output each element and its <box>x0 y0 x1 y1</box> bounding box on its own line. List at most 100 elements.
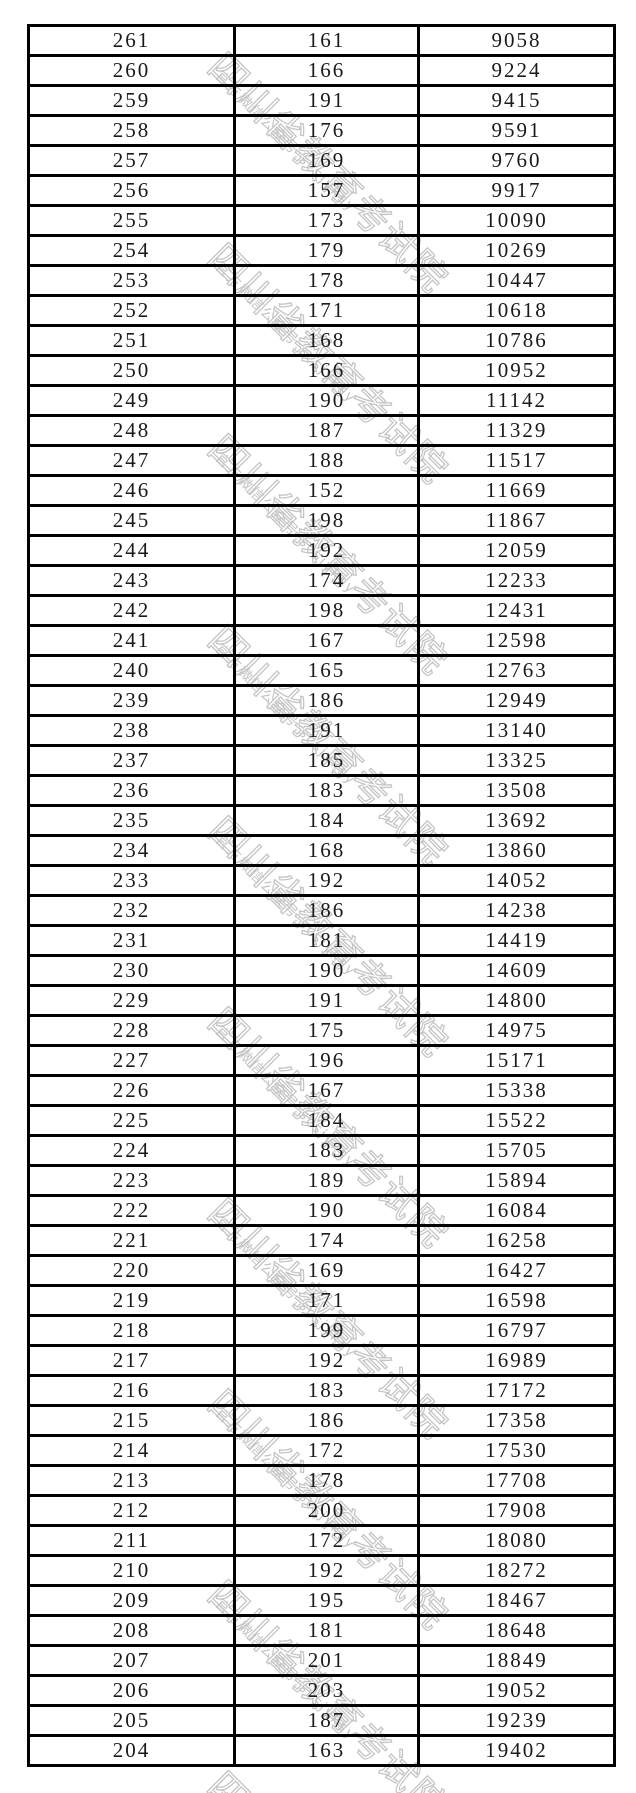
score-cell: 16258 <box>417 1224 616 1257</box>
score-cell: 10447 <box>417 264 616 297</box>
score-cell: 10090 <box>417 204 616 237</box>
score-row: 235 184 13692 <box>27 804 616 837</box>
score-row: 207 201 18849 <box>27 1644 616 1677</box>
score-cell: 157 <box>233 174 420 207</box>
score-cell: 163 <box>233 1734 420 1767</box>
score-cell: 17530 <box>417 1434 616 1467</box>
score-cell: 219 <box>27 1284 236 1317</box>
score-cell: 210 <box>27 1554 236 1587</box>
score-cell: 12949 <box>417 684 616 717</box>
score-cell: 248 <box>27 414 236 447</box>
score-cell: 11517 <box>417 444 616 477</box>
score-cell: 261 <box>27 24 236 57</box>
score-cell: 189 <box>233 1164 420 1197</box>
score-cell: 17358 <box>417 1404 616 1437</box>
score-cell: 216 <box>27 1374 236 1407</box>
score-cell: 9224 <box>417 54 616 87</box>
score-cell: 238 <box>27 714 236 747</box>
score-cell: 168 <box>233 324 420 357</box>
score-cell: 14800 <box>417 984 616 1017</box>
score-row: 224 183 15705 <box>27 1134 616 1167</box>
score-cell: 235 <box>27 804 236 837</box>
score-cell: 191 <box>233 714 420 747</box>
score-cell: 192 <box>233 864 420 897</box>
score-cell: 188 <box>233 444 420 477</box>
score-row: 241 167 12598 <box>27 624 616 657</box>
score-cell: 192 <box>233 1344 420 1377</box>
score-row: 206 203 19052 <box>27 1674 616 1707</box>
score-cell: 15338 <box>417 1074 616 1107</box>
score-cell: 178 <box>233 1464 420 1497</box>
score-cell: 258 <box>27 114 236 147</box>
score-row: 217 192 16989 <box>27 1344 616 1377</box>
score-cell: 19239 <box>417 1704 616 1737</box>
score-cell: 185 <box>233 744 420 777</box>
score-cell: 12431 <box>417 594 616 627</box>
score-row: 256 157 9917 <box>27 174 616 207</box>
score-cell: 16427 <box>417 1254 616 1287</box>
score-row: 251 168 10786 <box>27 324 616 357</box>
score-cell: 234 <box>27 834 236 867</box>
score-table-body: 261 161 9058 260 166 9224 259 191 9415 258 176 9591… <box>27 24 616 1767</box>
score-cell: 19052 <box>417 1674 616 1707</box>
score-cell: 14052 <box>417 864 616 897</box>
score-cell: 198 <box>233 504 420 537</box>
score-cell: 209 <box>27 1584 236 1617</box>
score-cell: 226 <box>27 1074 236 1107</box>
score-row: 238 191 13140 <box>27 714 616 747</box>
score-row: 249 190 11142 <box>27 384 616 417</box>
score-cell: 190 <box>233 384 420 417</box>
score-cell: 223 <box>27 1164 236 1197</box>
score-cell: 16598 <box>417 1284 616 1317</box>
score-cell: 199 <box>233 1314 420 1347</box>
score-cell: 12598 <box>417 624 616 657</box>
score-row: 225 184 15522 <box>27 1104 616 1137</box>
score-cell: 239 <box>27 684 236 717</box>
score-row: 246 152 11669 <box>27 474 616 507</box>
score-row: 229 191 14800 <box>27 984 616 1017</box>
score-row: 255 173 10090 <box>27 204 616 237</box>
score-cell: 15171 <box>417 1044 616 1077</box>
score-cell: 207 <box>27 1644 236 1677</box>
score-cell: 196 <box>233 1044 420 1077</box>
score-cell: 201 <box>233 1644 420 1677</box>
score-cell: 183 <box>233 774 420 807</box>
score-row: 209 195 18467 <box>27 1584 616 1617</box>
score-cell: 13860 <box>417 834 616 867</box>
score-cell: 15522 <box>417 1104 616 1137</box>
score-cell: 174 <box>233 564 420 597</box>
score-cell: 17708 <box>417 1464 616 1497</box>
score-row: 214 172 17530 <box>27 1434 616 1467</box>
score-cell: 10952 <box>417 354 616 387</box>
score-cell: 15705 <box>417 1134 616 1167</box>
score-cell: 18648 <box>417 1614 616 1647</box>
score-row: 236 183 13508 <box>27 774 616 807</box>
score-cell: 13508 <box>417 774 616 807</box>
score-cell: 214 <box>27 1434 236 1467</box>
score-cell: 11867 <box>417 504 616 537</box>
score-cell: 9917 <box>417 174 616 207</box>
score-row: 213 178 17708 <box>27 1464 616 1497</box>
score-cell: 9760 <box>417 144 616 177</box>
score-row: 205 187 19239 <box>27 1704 616 1737</box>
score-row: 233 192 14052 <box>27 864 616 897</box>
score-cell: 192 <box>233 1554 420 1587</box>
score-row: 208 181 18648 <box>27 1614 616 1647</box>
score-row: 216 183 17172 <box>27 1374 616 1407</box>
score-row: 227 196 15171 <box>27 1044 616 1077</box>
score-table: 261 161 9058 260 166 9224 259 191 9415 258 176 9591… <box>27 24 616 1767</box>
score-cell: 253 <box>27 264 236 297</box>
score-cell: 152 <box>233 474 420 507</box>
score-cell: 178 <box>233 264 420 297</box>
score-cell: 17172 <box>417 1374 616 1407</box>
score-cell: 198 <box>233 594 420 627</box>
score-cell: 171 <box>233 1284 420 1317</box>
score-cell: 211 <box>27 1524 236 1557</box>
score-cell: 241 <box>27 624 236 657</box>
score-cell: 255 <box>27 204 236 237</box>
score-cell: 18849 <box>417 1644 616 1677</box>
score-cell: 222 <box>27 1194 236 1227</box>
score-cell: 190 <box>233 1194 420 1227</box>
score-cell: 184 <box>233 804 420 837</box>
score-cell: 168 <box>233 834 420 867</box>
